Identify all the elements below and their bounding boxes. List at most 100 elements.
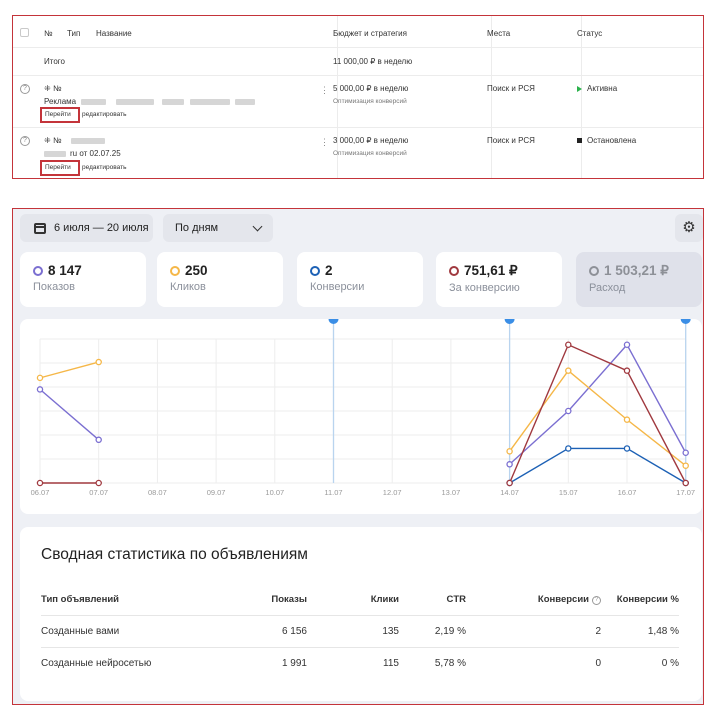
- metric-card[interactable]: 2 Конверсии: [297, 252, 423, 307]
- divider: [41, 647, 679, 648]
- header-type[interactable]: Тип: [67, 29, 81, 38]
- table-header: № Тип Название Бюджет и стратегия Места …: [13, 16, 703, 48]
- summary-row-type: Созданные вами: [41, 626, 120, 637]
- gear-icon[interactable]: ⚙: [675, 214, 703, 242]
- campaign-type-icon: ⁜: [44, 84, 51, 93]
- x-tick-label: 07.07: [89, 488, 108, 497]
- total-budget: 11 000,00 ₽ в неделю: [333, 57, 413, 66]
- summary-header-type: Тип объявлений: [41, 594, 119, 605]
- data-point: [506, 479, 513, 487]
- summary-title: Сводная статистика по объявлениям: [41, 546, 308, 563]
- data-point: [623, 416, 631, 423]
- summary-cell: 5,78 %: [434, 658, 466, 669]
- table-row: ? ⁜ № Реклама Перейти редактировать ⋮ 5 …: [13, 76, 703, 128]
- divider: [41, 615, 679, 616]
- x-tick-label: 13.07: [442, 488, 461, 497]
- metric-value: 1 503,21 ₽: [604, 263, 669, 278]
- data-point: [623, 341, 631, 349]
- date-range-label: 6 июля — 20 июля: [54, 222, 149, 234]
- data-point: [682, 462, 689, 469]
- select-all-checkbox[interactable]: [20, 28, 29, 37]
- header-places[interactable]: Места: [487, 29, 511, 38]
- data-point: [682, 449, 689, 457]
- summary-cell: 115: [383, 658, 399, 669]
- metric-card[interactable]: 751,61 ₽ За конверсию: [436, 252, 562, 307]
- redacted-text: [162, 99, 184, 105]
- grouping-select[interactable]: По дням: [163, 214, 273, 242]
- header-status[interactable]: Статус: [577, 29, 603, 38]
- metric-card[interactable]: 1 503,21 ₽ Расход: [576, 252, 702, 307]
- column-divider: [491, 16, 492, 178]
- highlight-box: [40, 160, 80, 176]
- data-point: [506, 461, 513, 468]
- more-menu-icon[interactable]: ⋮: [320, 85, 329, 95]
- column-divider: [581, 16, 582, 178]
- metric-value: 8 147: [48, 263, 82, 278]
- summary-header-impressions: Показы: [271, 594, 307, 605]
- redacted-text: [71, 138, 105, 144]
- summary-header-ctr: CTR: [446, 594, 466, 605]
- summary-row-type: Созданные нейросетью: [41, 658, 152, 669]
- header-number[interactable]: №: [44, 29, 53, 38]
- series-line: [509, 447, 687, 484]
- help-icon[interactable]: ?: [592, 596, 601, 605]
- circle-icon: [170, 265, 180, 276]
- x-tick-label: 14.07: [500, 488, 519, 497]
- more-menu-icon[interactable]: ⋮: [320, 137, 329, 147]
- go-link[interactable]: Перейти: [45, 164, 71, 171]
- summary-header-clicks: Клики: [370, 594, 399, 605]
- go-link[interactable]: Перейти: [45, 111, 71, 118]
- x-tick-label: 09.07: [207, 488, 226, 497]
- event-marker-dot: [504, 319, 515, 324]
- chart-svg: 06.07 07.07 08.07 09.07 10.07 11.07 12.07 13.07…: [31, 319, 695, 497]
- data-point: [565, 341, 572, 349]
- data-point: [36, 386, 44, 393]
- event-marker-dot: [680, 319, 691, 324]
- x-tick-label: 16.07: [618, 488, 637, 497]
- stats-dashboard: 6 июля — 20 июля По дням ⚙ 8 147 Показов 2…: [12, 208, 704, 705]
- circle-icon: [33, 265, 43, 276]
- summary-header-conversions: Конверсии?: [538, 594, 601, 605]
- summary-cell: 0 %: [661, 658, 679, 669]
- campaign-name[interactable]: Реклама: [44, 97, 77, 106]
- campaign-number: №: [52, 84, 62, 93]
- summary-cell: 1 991: [281, 658, 307, 669]
- campaign-strategy: Оптимизация конверсий: [333, 98, 407, 105]
- data-point: [623, 445, 631, 452]
- edit-link[interactable]: редактировать: [82, 111, 127, 118]
- data-point: [95, 358, 102, 366]
- metric-label: Расход: [589, 282, 626, 294]
- data-point: [95, 436, 102, 444]
- metric-value: 250: [185, 263, 208, 278]
- summary-cell: 0: [595, 658, 601, 669]
- help-icon[interactable]: ?: [20, 84, 30, 94]
- redacted-text: [44, 151, 66, 157]
- campaign-strategy: Оптимизация конверсий: [333, 150, 407, 157]
- data-point: [506, 448, 513, 455]
- date-range-picker[interactable]: 6 июля — 20 июля: [20, 214, 153, 242]
- header-budget[interactable]: Бюджет и стратегия: [333, 29, 407, 38]
- x-tick-label: 15.07: [559, 488, 578, 497]
- metric-card[interactable]: 8 147 Показов: [20, 252, 146, 307]
- campaign-name[interactable]: ru от 02.07.25: [70, 149, 121, 158]
- grouping-label: По дням: [175, 222, 219, 234]
- event-marker-dot: [328, 319, 339, 324]
- summary-cell: 135: [382, 626, 399, 637]
- x-tick-label: 11.07: [324, 488, 342, 497]
- header-name[interactable]: Название: [96, 29, 132, 38]
- calendar-icon: [34, 222, 46, 234]
- series-line: [39, 361, 99, 379]
- help-icon[interactable]: ?: [20, 136, 30, 146]
- redacted-text: [235, 99, 255, 105]
- data-point: [95, 479, 102, 487]
- edit-link[interactable]: редактировать: [82, 164, 127, 171]
- campaigns-table: № Тип Название Бюджет и стратегия Места …: [12, 15, 704, 179]
- column-divider: [337, 16, 338, 178]
- metric-label: Кликов: [170, 281, 206, 293]
- redacted-text: [81, 99, 106, 105]
- metric-card[interactable]: 250 Кликов: [157, 252, 283, 307]
- x-tick-label: 06.07: [31, 488, 50, 497]
- metric-value: 2: [325, 263, 333, 278]
- data-point: [36, 479, 44, 487]
- series-line: [509, 343, 687, 465]
